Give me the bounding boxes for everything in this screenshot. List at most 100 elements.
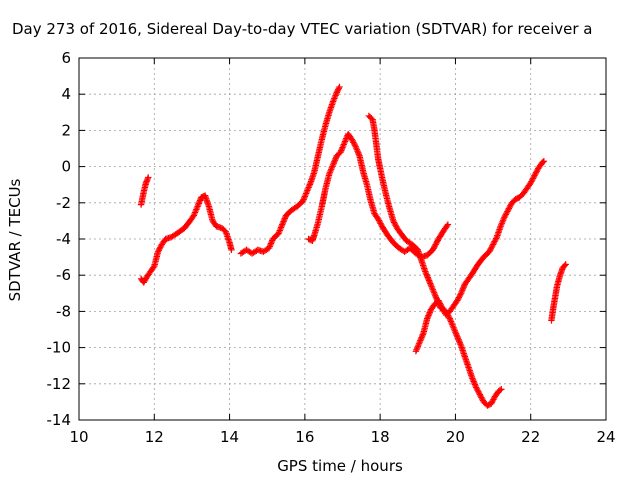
data-point-fill: [375, 217, 383, 224]
data-point: [498, 386, 505, 393]
data-point-fill: [470, 378, 477, 385]
data-point-fill: [496, 386, 504, 394]
data-point-fill: [277, 224, 285, 231]
data-point-fill: [390, 219, 398, 226]
y-tick-label: -12: [47, 375, 72, 393]
data-point-fill: [429, 284, 436, 292]
data-point-fill: [195, 201, 202, 209]
data-point-fill: [447, 316, 454, 324]
data-point-fill: [340, 141, 347, 148]
data-point: [540, 157, 548, 165]
data-point: [337, 148, 344, 156]
series-6: [548, 261, 569, 324]
data-point: [265, 244, 273, 252]
data-point-fill: [331, 93, 339, 101]
data-point-fill: [500, 215, 507, 222]
data-point-fill: [501, 212, 509, 220]
data-point-fill: [439, 306, 447, 313]
data-point-fill: [475, 390, 483, 397]
data-point: [439, 304, 446, 311]
data-point-fill: [432, 292, 439, 299]
data-point-fill: [440, 307, 447, 314]
data-point-fill: [532, 171, 539, 178]
data-point-fill: [327, 167, 334, 175]
data-point-fill: [331, 157, 339, 164]
data-point: [390, 217, 397, 225]
data-point-fill: [430, 287, 437, 295]
data-point-fill: [454, 295, 462, 303]
data-point: [444, 221, 452, 228]
data-point-fill: [499, 218, 506, 226]
x-axis-label: GPS time / hours: [277, 457, 403, 475]
data-point-fill: [443, 222, 451, 230]
data-point-fill: [196, 197, 204, 204]
data-point-fill: [425, 275, 432, 283]
data-point: [435, 297, 442, 304]
data-point-fill: [422, 269, 430, 277]
data-point-fill: [539, 158, 547, 166]
data-point-fill: [430, 289, 438, 296]
data-point: [416, 338, 423, 346]
data-point-fill: [489, 242, 496, 250]
data-point-fill: [460, 284, 467, 291]
data-point: [329, 161, 337, 168]
data-point: [279, 221, 286, 228]
x-tick-label: 20: [446, 428, 465, 446]
data-point-fill: [280, 218, 287, 225]
data-point: [469, 375, 476, 382]
x-tick-label: 24: [596, 428, 615, 446]
x-tick-label: 10: [69, 428, 88, 446]
data-point: [375, 215, 382, 223]
data-point-fill: [472, 382, 479, 390]
data-point-fill: [418, 334, 425, 341]
data-point-fill: [449, 322, 457, 330]
data-point: [454, 297, 461, 304]
data-point: [275, 230, 282, 237]
data-point: [190, 212, 198, 219]
data-point-fill: [414, 343, 421, 350]
data-point-fill: [391, 220, 399, 227]
data-point-fill: [349, 137, 356, 145]
data-point-fill: [304, 187, 311, 194]
data-point: [145, 174, 152, 181]
data-point: [352, 143, 359, 150]
series-5: [412, 157, 548, 355]
data-point-fill: [423, 272, 431, 280]
data-point-fill: [471, 381, 479, 388]
data-point-fill: [195, 200, 203, 207]
data-point-fill: [193, 204, 201, 212]
data-point: [429, 286, 437, 293]
data-point-fill: [354, 149, 362, 156]
data-point: [472, 384, 480, 391]
data-point: [497, 223, 504, 230]
data-point-fill: [458, 288, 465, 295]
data-point-fill: [529, 175, 537, 182]
data-point-fill: [498, 221, 505, 229]
data-point-fill: [268, 238, 275, 246]
data-point: [531, 172, 538, 179]
y-tick-label: 2: [61, 121, 71, 139]
series-1: [137, 192, 235, 286]
data-point-fill: [478, 394, 485, 401]
data-point: [154, 248, 162, 255]
data-point-fill: [150, 264, 157, 271]
x-tick-labels: 10 12 14 16 18 20 22 24: [69, 428, 615, 446]
data-point-fill: [330, 160, 337, 167]
data-point-fill: [455, 338, 463, 345]
data-point-fill: [427, 280, 434, 287]
data-point: [476, 391, 484, 398]
data-point-fill: [491, 238, 498, 245]
data-point-fill: [392, 222, 399, 229]
data-point-fill: [486, 247, 494, 254]
data-point-fill: [471, 379, 478, 387]
x-tick-label: 18: [371, 428, 390, 446]
y-tick-labels: -14 -12 -10 -8 -6 -4 -2 0 2 4 6: [47, 49, 72, 429]
grid: [79, 58, 606, 420]
data-point-fill: [157, 244, 164, 251]
data-point-fill: [338, 145, 346, 153]
data-point-fill: [456, 339, 464, 346]
data-point-fill: [452, 329, 459, 336]
x-tick-label: 14: [220, 428, 239, 446]
data-point-fill: [302, 191, 309, 199]
